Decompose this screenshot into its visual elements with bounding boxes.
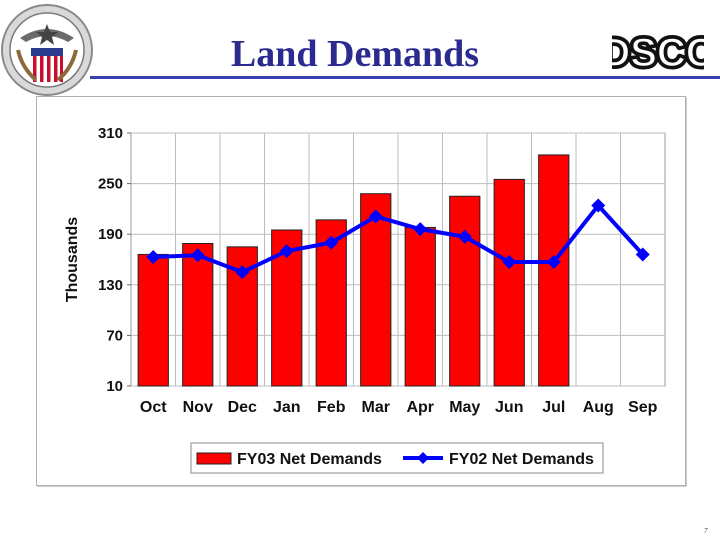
axis-labels: 10 70 130 190 250 310 Thousands Oct Nov Dec Jan Feb… — [64, 125, 658, 416]
x-tick-label: Aug — [583, 399, 614, 416]
x-tick-label: Mar — [362, 399, 390, 416]
y-tick-label: 310 — [98, 125, 123, 142]
dscc-logo-outline: DSCC — [612, 31, 704, 75]
legend: FY03 Net Demands FY02 Net Demands — [190, 442, 604, 474]
point-nov — [190, 248, 205, 263]
bar-oct — [137, 253, 169, 387]
axes — [127, 132, 131, 387]
page-number: 7 — [704, 527, 708, 535]
y-tick-label: 250 — [98, 176, 123, 193]
dla-seal-icon — [1, 4, 93, 96]
bar-nov — [182, 242, 214, 387]
legend-label-fy03: FY03 Net Demands — [237, 451, 382, 468]
x-tick-label: Jun — [495, 399, 523, 416]
x-tick-label: Jan — [273, 399, 301, 416]
x-tick-label: Apr — [406, 399, 434, 416]
x-tick-label: Oct — [140, 399, 167, 416]
line-series — [146, 198, 650, 280]
point-jul — [546, 255, 561, 270]
slide-title: Land Demands — [230, 33, 480, 75]
legend-swatch-bar — [196, 452, 232, 465]
legend-box — [190, 442, 604, 474]
point-jan — [279, 244, 294, 259]
x-tick-label: Feb — [317, 399, 346, 416]
point-mar — [368, 209, 383, 224]
chart: 10 70 130 190 250 310 Thousands Oct Nov Dec Jan Feb… — [64, 125, 666, 474]
bar-mar — [360, 193, 392, 387]
chart-frame: 10 70 130 190 250 310 Thousands Oct Nov Dec Jan Feb… — [36, 96, 686, 486]
bar-apr — [404, 226, 436, 387]
bar-jul — [538, 154, 570, 387]
point-feb — [324, 235, 339, 250]
point-sep — [635, 247, 650, 262]
legend-label-fy02: FY02 Net Demands — [449, 451, 594, 468]
grid — [130, 132, 666, 387]
point-dec — [235, 265, 250, 280]
point-may — [457, 229, 472, 244]
y-tick-label: 190 — [98, 226, 123, 243]
y-tick-label: 130 — [98, 277, 123, 294]
x-tick-label: May — [449, 399, 480, 416]
x-tick-label: Sep — [628, 399, 658, 416]
y-axis-title: Thousands — [64, 217, 81, 302]
x-tick-label: Jul — [542, 399, 565, 416]
fy02-line — [153, 203, 645, 275]
dscc-logo-text: DSCC — [612, 31, 704, 75]
point-aug — [591, 198, 606, 213]
point-apr — [413, 222, 428, 237]
x-tick-label: Dec — [228, 399, 257, 416]
y-tick-label: 10 — [106, 378, 123, 395]
y-tick-label: 70 — [106, 327, 123, 344]
dscc-logo: DSCC DSCC — [612, 28, 704, 76]
point-oct — [146, 249, 161, 264]
bar-may — [449, 195, 481, 387]
legend-swatch-marker — [417, 452, 429, 464]
point-jun — [502, 255, 517, 270]
x-tick-label: Nov — [183, 399, 213, 416]
bar-jun — [493, 178, 525, 387]
title-rule — [90, 76, 720, 79]
